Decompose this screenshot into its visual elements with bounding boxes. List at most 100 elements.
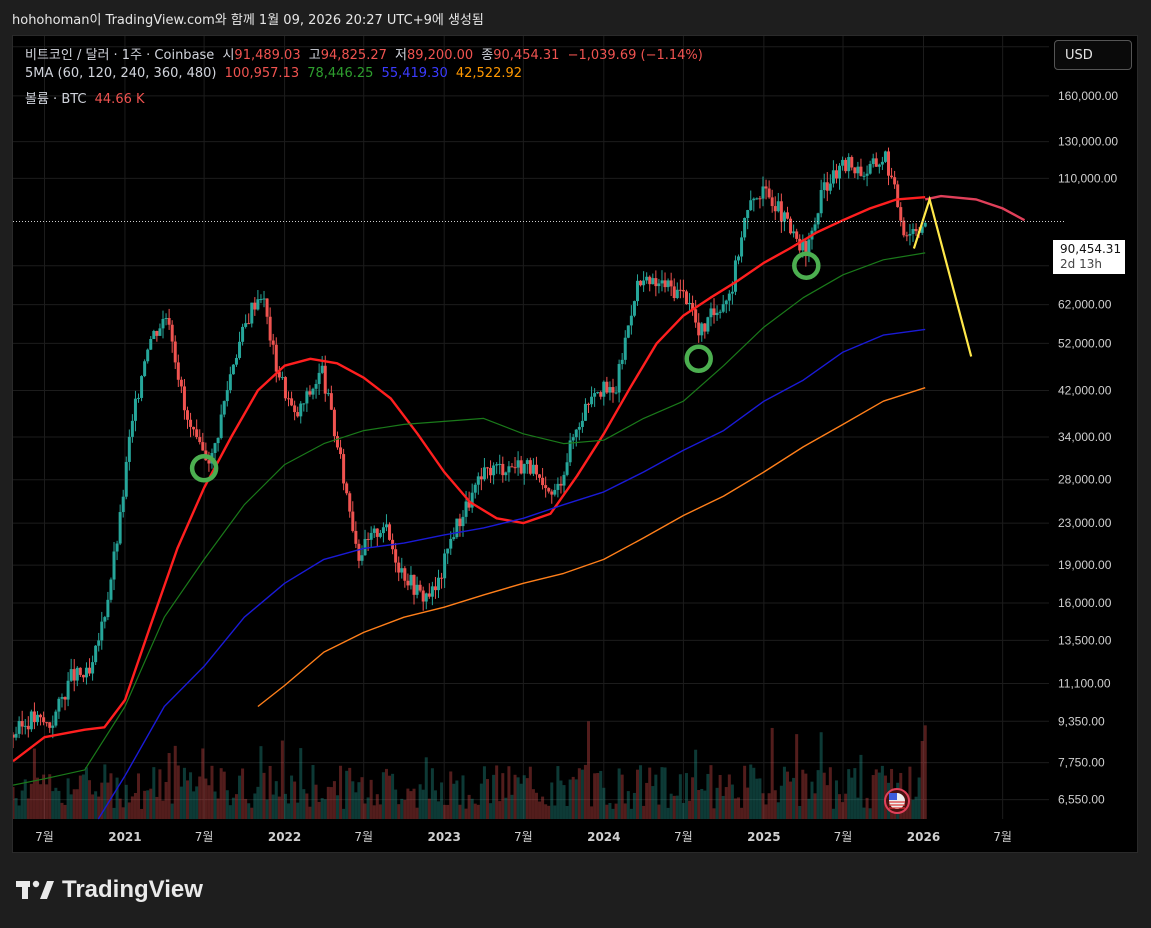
volume-bar [831,808,835,819]
legend-high-label: 고 [308,48,321,63]
candle-body [779,201,783,222]
candle-body [51,725,55,728]
candle-body [911,229,915,235]
candle-body [103,617,107,622]
candle-body [599,392,603,397]
volume-bar [764,804,768,819]
legend-ma-label[interactable]: 5MA (60, 120, 240, 360, 480) [25,66,217,81]
candle-body [663,280,667,288]
volume-bar [672,795,676,819]
volume-bar [562,785,566,819]
candle-body [654,278,658,287]
volume-bar [743,765,747,819]
volume-bar [822,772,826,819]
currency-button[interactable]: USD [1054,40,1132,70]
candle-body [250,302,254,324]
candle-body [176,362,180,380]
legend-low-label: 저 [395,48,407,63]
legend-volume-label[interactable]: 볼륨 · BTC [25,92,87,107]
volume-bar [847,769,851,819]
volume-bar [675,795,679,819]
volume-bar [746,787,750,819]
candle-body [375,528,379,537]
volume-bar [632,792,636,819]
candle-body [541,477,545,486]
candle-body [574,429,578,438]
candle-body [660,280,664,284]
volume-bar [335,795,339,819]
volume-bar [556,766,560,819]
volume-bar [216,798,220,819]
volume-bar [268,765,272,819]
legend-symbol[interactable]: 비트코인 / 달러 · 1주 · Coinbase [25,48,215,63]
candle-body [280,377,284,379]
candle-body [877,164,881,167]
candle-body [691,302,695,310]
candle-body [198,437,202,443]
candle-body [293,405,297,413]
volume-bar [789,781,793,819]
candle-body [54,711,58,726]
volume-bar [553,805,557,819]
candle-body [231,364,235,375]
candle-body [828,183,832,191]
volume-bar [97,796,101,819]
tradingview-logo-icon [16,880,54,899]
candle-body [363,538,367,556]
volume-bar [767,793,771,819]
volume-bar [666,807,670,819]
candle-body [749,200,753,211]
volume-bar [482,766,486,819]
volume-bar [635,769,639,819]
volume-bar [550,782,554,819]
candle-body [397,562,401,573]
volume-bar [363,803,367,819]
volume-bar [853,768,857,819]
volume-bar [388,775,392,819]
volume-bar [35,777,39,819]
candle-body [381,527,385,534]
y-axis-label: 34,000.00 [1058,430,1112,444]
candle-body [452,537,456,539]
chart-frame[interactable]: 200,000.00160,000.00130,000.00110,000.00… [12,35,1138,853]
candle-body [75,667,79,681]
candle-body [109,579,113,600]
candle-body [35,714,39,723]
price-chart[interactable]: 200,000.00160,000.00130,000.00110,000.00… [13,36,1137,852]
volume-bar [758,778,762,819]
candle-body [831,170,835,184]
candle-body [550,491,554,495]
event-flag-icon [884,788,910,814]
volume-bar [844,793,848,819]
volume-bar [639,765,643,819]
candle-body [32,711,36,723]
volume-bar [838,794,842,819]
volume-bar [841,802,845,819]
candle-body [657,283,661,287]
candle-body [920,226,924,233]
volume-bar [684,773,688,819]
y-axis-label: 160,000.00 [1058,89,1118,103]
volume-bar [228,805,232,819]
volume-bar [127,802,131,819]
volume-bar [88,780,92,819]
volume-bar [250,807,254,819]
volume-bar [587,721,591,819]
volume-bar [345,770,349,819]
volume-bar [296,802,300,819]
candle-body [730,291,734,294]
candle-body [675,289,679,299]
volume-bar [819,732,823,819]
volume-bar [498,801,502,819]
candle-body [222,401,226,415]
candle-body [351,511,355,531]
candle-body [268,316,272,341]
volume-bar [430,768,434,819]
candle-body [510,466,514,468]
tradingview-logo[interactable]: TradingView [16,876,203,904]
candle-body [446,548,450,554]
candle-body [733,260,737,292]
volume-bar [366,797,370,819]
candle-body [100,621,104,641]
candle-body [201,442,205,451]
